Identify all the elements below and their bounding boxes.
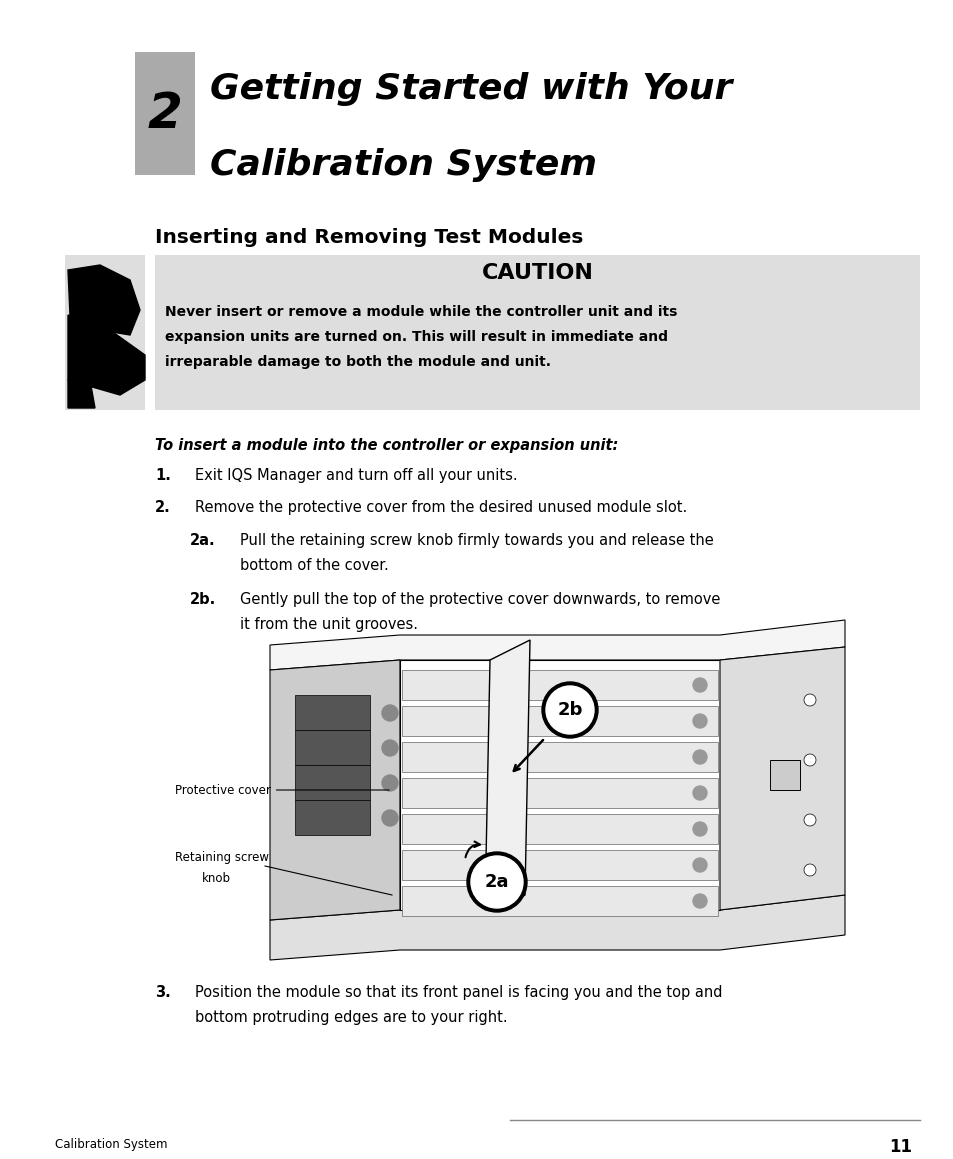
Text: 2b.: 2b.	[190, 592, 216, 607]
Polygon shape	[399, 659, 720, 910]
FancyBboxPatch shape	[401, 670, 718, 700]
Circle shape	[545, 686, 594, 734]
Text: irreparable damage to both the module and unit.: irreparable damage to both the module an…	[165, 355, 551, 369]
Circle shape	[803, 863, 815, 876]
Circle shape	[541, 681, 598, 738]
FancyBboxPatch shape	[401, 742, 718, 772]
Circle shape	[381, 739, 397, 756]
Text: Remove the protective cover from the desired unused module slot.: Remove the protective cover from the des…	[194, 500, 686, 515]
Text: Position the module so that its front panel is facing you and the top and: Position the module so that its front pa…	[194, 985, 721, 1000]
Text: 11: 11	[888, 1138, 911, 1156]
Circle shape	[803, 814, 815, 826]
Polygon shape	[270, 659, 399, 920]
Text: Getting Started with Your: Getting Started with Your	[210, 72, 732, 105]
Text: 3.: 3.	[154, 985, 171, 1000]
Circle shape	[803, 694, 815, 706]
Polygon shape	[68, 380, 95, 408]
Circle shape	[692, 894, 706, 907]
Text: Calibration System: Calibration System	[55, 1138, 168, 1151]
Circle shape	[692, 858, 706, 872]
Polygon shape	[68, 265, 140, 335]
Text: 2a: 2a	[484, 873, 509, 891]
Text: 2: 2	[148, 89, 182, 138]
Text: 2a.: 2a.	[190, 533, 215, 548]
FancyBboxPatch shape	[401, 778, 718, 808]
Text: Exit IQS Manager and turn off all your units.: Exit IQS Manager and turn off all your u…	[194, 468, 517, 483]
Text: it from the unit grooves.: it from the unit grooves.	[240, 617, 417, 632]
Text: Pull the retaining screw knob firmly towards you and release the: Pull the retaining screw knob firmly tow…	[240, 533, 713, 548]
Polygon shape	[68, 315, 145, 395]
Text: Gently pull the top of the protective cover downwards, to remove: Gently pull the top of the protective co…	[240, 592, 720, 607]
Text: expansion units are turned on. This will result in immediate and: expansion units are turned on. This will…	[165, 330, 667, 344]
FancyBboxPatch shape	[401, 814, 718, 844]
Circle shape	[692, 786, 706, 800]
Circle shape	[692, 714, 706, 728]
Circle shape	[692, 822, 706, 836]
Polygon shape	[270, 895, 844, 960]
Circle shape	[803, 755, 815, 766]
Text: 1.: 1.	[154, 468, 171, 483]
Text: To insert a module into the controller or expansion unit:: To insert a module into the controller o…	[154, 438, 618, 453]
Text: bottom of the cover.: bottom of the cover.	[240, 557, 388, 573]
Circle shape	[467, 852, 526, 912]
Circle shape	[381, 705, 397, 721]
Circle shape	[381, 810, 397, 826]
Text: Inserting and Removing Test Modules: Inserting and Removing Test Modules	[154, 228, 583, 247]
Text: knob: knob	[202, 872, 231, 885]
FancyBboxPatch shape	[294, 765, 370, 800]
FancyBboxPatch shape	[401, 850, 718, 880]
FancyBboxPatch shape	[401, 706, 718, 736]
Circle shape	[471, 857, 522, 907]
FancyBboxPatch shape	[154, 255, 919, 410]
FancyBboxPatch shape	[294, 800, 370, 834]
Polygon shape	[484, 640, 530, 910]
Text: CAUTION: CAUTION	[481, 263, 593, 283]
Text: Protective cover: Protective cover	[174, 783, 389, 796]
FancyBboxPatch shape	[294, 730, 370, 765]
Circle shape	[381, 775, 397, 790]
Text: bottom protruding edges are to your right.: bottom protruding edges are to your righ…	[194, 1009, 507, 1025]
Text: Calibration System: Calibration System	[210, 148, 597, 182]
Text: 2.: 2.	[154, 500, 171, 515]
Text: Retaining screw: Retaining screw	[174, 851, 269, 863]
Circle shape	[692, 678, 706, 692]
FancyBboxPatch shape	[135, 52, 194, 175]
Polygon shape	[769, 760, 800, 790]
FancyBboxPatch shape	[401, 885, 718, 916]
Text: Never insert or remove a module while the controller unit and its: Never insert or remove a module while th…	[165, 305, 677, 319]
Circle shape	[692, 750, 706, 764]
FancyBboxPatch shape	[294, 695, 370, 730]
Polygon shape	[270, 620, 844, 670]
Polygon shape	[720, 647, 844, 910]
FancyBboxPatch shape	[65, 255, 145, 410]
Text: 2b: 2b	[557, 701, 582, 719]
